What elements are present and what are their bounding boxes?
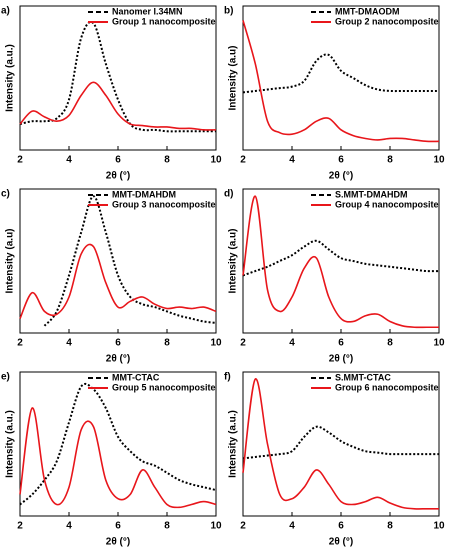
x-tick-label: 2	[17, 338, 23, 349]
series-line	[19, 243, 217, 319]
legend-label: Group 6 nanocomposite	[335, 382, 439, 392]
legend-label: Group 4 nanocomposite	[335, 199, 439, 209]
x-tick-label: 2	[240, 338, 246, 349]
series-line	[43, 195, 217, 327]
legend-label: MMT-DMAHDM	[112, 189, 176, 199]
y-axis-label: Intensity (a.u.)	[5, 410, 16, 478]
panel-label: c)	[1, 189, 10, 200]
x-tick-label: 4	[289, 521, 295, 532]
x-tick-label: 10	[210, 338, 222, 349]
legend-label: Group 2 nanocomposite	[335, 16, 439, 26]
x-tick-label: 6	[115, 155, 121, 166]
x-tick-label: 8	[387, 338, 393, 349]
x-tick-label: 10	[210, 521, 222, 532]
x-tick-label: 8	[164, 155, 170, 166]
series-line	[242, 195, 439, 329]
x-tick-label: 6	[338, 338, 344, 349]
plot-frame	[242, 371, 440, 517]
series-line	[19, 407, 217, 509]
x-tick-label: 4	[66, 521, 72, 532]
x-tick-label: 10	[433, 155, 445, 166]
x-tick-label: 8	[387, 155, 393, 166]
panel-label: b)	[224, 6, 233, 17]
x-axis-label: 2θ (°)	[106, 537, 130, 548]
plot-frame	[242, 188, 440, 334]
x-tick-label: 8	[164, 338, 170, 349]
x-axis-label: 2θ (°)	[106, 171, 130, 182]
y-axis-label: Intensity (a.u)	[5, 228, 16, 293]
legend-label: MMT-CTAC	[112, 372, 160, 382]
x-axis-label: 2θ (°)	[106, 354, 130, 365]
series-line	[19, 81, 217, 131]
x-tick-label: 10	[210, 155, 222, 166]
y-axis-label: Intensity (a.u)	[228, 228, 239, 293]
x-tick-label: 2	[240, 155, 246, 166]
x-tick-label: 4	[66, 155, 72, 166]
legend-label: Group 3 nanocomposite	[112, 199, 216, 209]
y-axis-label: Intensity (a.u.)	[5, 44, 16, 112]
x-tick-label: 6	[338, 155, 344, 166]
x-tick-label: 4	[66, 338, 72, 349]
x-tick-label: 8	[387, 521, 393, 532]
x-tick-label: 2	[17, 521, 23, 532]
x-tick-label: 10	[433, 521, 445, 532]
x-tick-label: 4	[289, 338, 295, 349]
legend-label: Group 1 nanocomposite	[112, 16, 216, 26]
x-tick-label: 6	[115, 521, 121, 532]
plot-frame	[19, 188, 217, 334]
legend-label: Group 5 nanocomposite	[112, 382, 216, 392]
panel-label: a)	[1, 6, 10, 17]
plot-frame	[242, 5, 440, 151]
series-line	[242, 53, 439, 94]
x-tick-label: 8	[164, 521, 170, 532]
series-line	[242, 378, 439, 510]
x-tick-label: 6	[115, 338, 121, 349]
legend-label: S.MMT-DMAHDM	[335, 189, 408, 199]
legend-label: S.MMT-CTAC	[335, 372, 391, 382]
x-axis-label: 2θ (°)	[329, 354, 353, 365]
legend-label: Nanomer I.34MN	[112, 6, 183, 16]
panel-label: f)	[224, 372, 231, 383]
panel-label: e)	[1, 372, 10, 383]
x-tick-label: 2	[17, 155, 23, 166]
x-tick-label: 6	[338, 521, 344, 532]
series-line	[242, 20, 440, 143]
x-tick-label: 2	[240, 521, 246, 532]
y-axis-label: Intensity (a.u)	[228, 45, 239, 110]
series-line	[242, 239, 440, 277]
series-line	[19, 382, 217, 506]
x-axis-label: 2θ (°)	[329, 537, 353, 548]
panel-label: d)	[224, 189, 233, 200]
y-axis-label: Intensity (a.u.)	[228, 410, 239, 478]
series-line	[242, 425, 439, 460]
x-axis-label: 2θ (°)	[329, 171, 353, 182]
x-tick-label: 10	[433, 338, 445, 349]
legend-label: MMT-DMAODM	[335, 6, 400, 16]
x-tick-label: 4	[289, 155, 295, 166]
